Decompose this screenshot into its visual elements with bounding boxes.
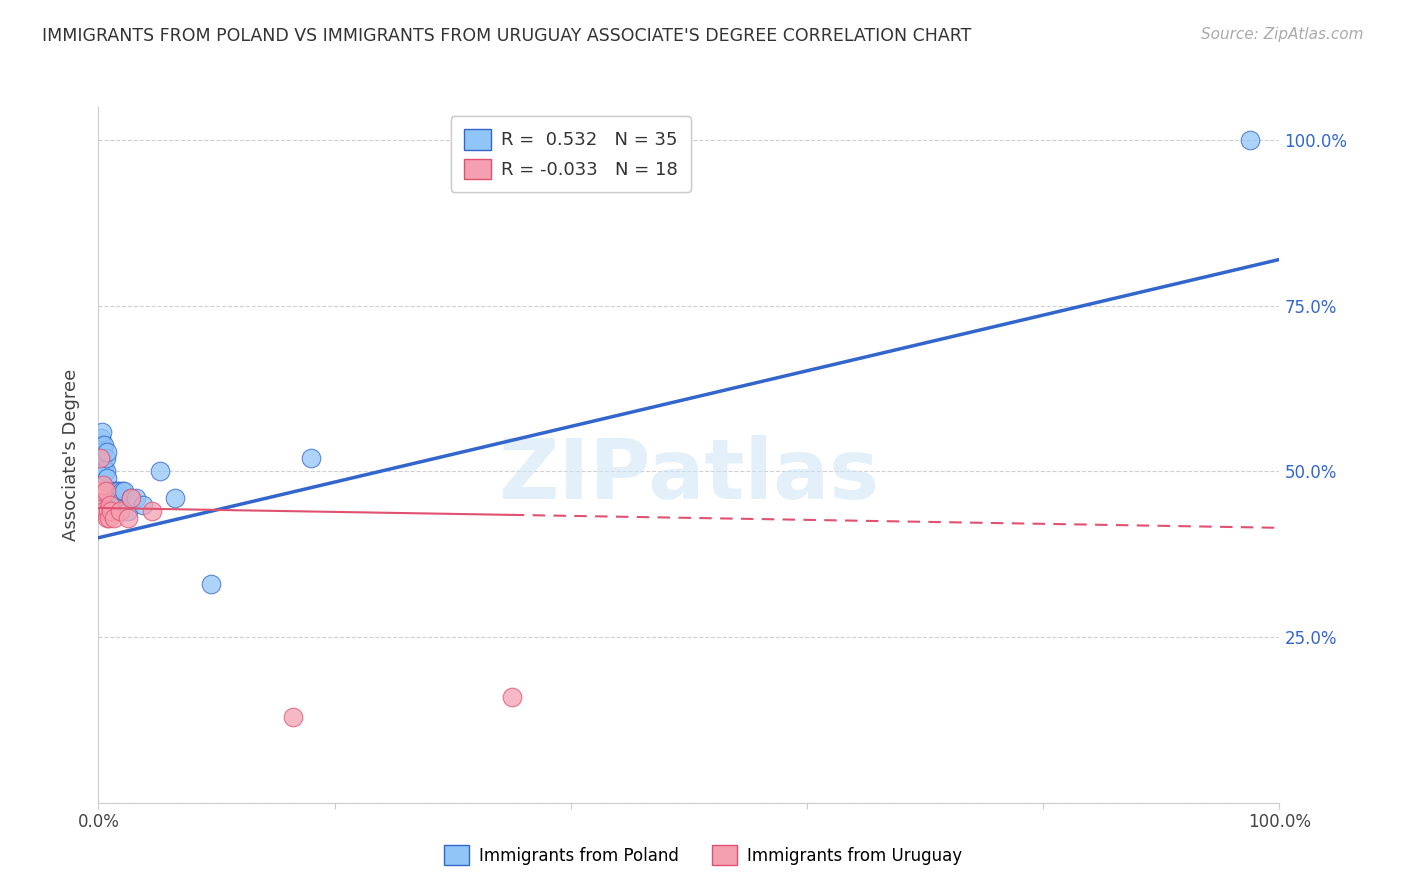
Point [299,451,322,466]
Point [141,504,163,518]
Point [91,451,114,466]
Point [112,484,135,499]
Point [91,484,114,499]
Point [165,491,187,505]
Point [108,504,131,518]
Point [90,444,112,458]
Text: ZIPatlas: ZIPatlas [499,435,879,516]
Point [103,511,125,525]
Point [283,709,305,723]
Point [93,438,115,452]
Point [91,444,114,458]
Point [91,425,114,439]
Point [91,438,114,452]
Text: Source: ZipAtlas.com: Source: ZipAtlas.com [1201,27,1364,42]
Point [103,491,125,505]
Point [96,511,118,525]
Point [1239,133,1261,147]
Point [100,491,122,505]
Point [93,465,115,479]
Point [91,477,114,491]
Point [101,484,124,499]
Point [121,491,143,505]
Point [94,451,117,466]
Point [97,504,120,518]
Text: IMMIGRANTS FROM POLAND VS IMMIGRANTS FROM URUGUAY ASSOCIATE'S DEGREE CORRELATION: IMMIGRANTS FROM POLAND VS IMMIGRANTS FRO… [42,27,972,45]
Point [93,504,115,518]
Point [100,504,122,518]
Legend: R =  0.532   N = 35, R = -0.033   N = 18: R = 0.532 N = 35, R = -0.033 N = 18 [451,116,690,192]
Point [149,465,172,479]
Point [117,504,139,518]
Point [121,491,143,505]
Point [117,511,139,525]
Point [98,498,121,512]
Y-axis label: Associate's Degree: Associate's Degree [62,368,80,541]
Point [98,484,121,499]
Point [105,484,128,499]
Point [98,491,121,505]
Point [125,491,148,505]
Point [107,484,129,499]
Point [94,465,117,479]
Point [501,690,523,704]
Point [89,438,111,452]
Point [90,491,112,505]
Point [98,511,121,525]
Point [132,498,155,512]
Legend: Immigrants from Poland, Immigrants from Uruguay: Immigrants from Poland, Immigrants from … [434,836,972,875]
Point [200,577,222,591]
Point [108,491,131,505]
Point [111,484,134,499]
Point [97,491,120,505]
Point [91,458,114,472]
Point [96,471,118,485]
Point [94,484,117,499]
Point [89,451,111,466]
Point [90,431,112,445]
Point [105,491,128,505]
Point [96,444,118,458]
